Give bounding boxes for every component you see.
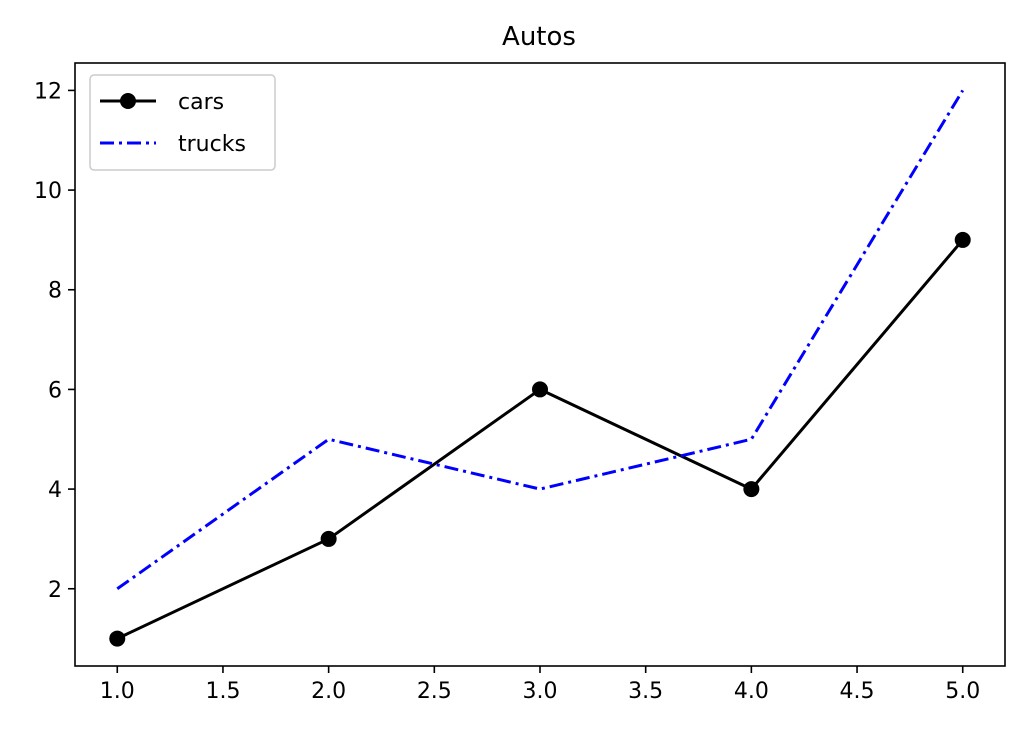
series-layer	[109, 89, 971, 647]
data-point-cars	[109, 630, 126, 647]
data-point-cars	[320, 530, 337, 547]
x-tick-label: 2.5	[417, 679, 452, 704]
x-tick-label: 3.5	[628, 679, 663, 704]
plot-frame	[74, 62, 1006, 667]
x-tick-label: 1.0	[100, 679, 135, 704]
chart-title: Autos	[502, 22, 576, 52]
data-point-cars	[743, 481, 760, 498]
legend-label-trucks: trucks	[178, 132, 246, 157]
y-tick-label: 2	[48, 578, 62, 603]
legend-label-cars: cars	[178, 90, 224, 115]
y-tick-label: 12	[34, 79, 62, 104]
x-tick-label: 3.0	[523, 679, 558, 704]
y-tick-label: 6	[48, 378, 62, 403]
series-line-trucks	[116, 89, 965, 590]
x-tick-label: 1.5	[205, 679, 240, 704]
x-tick-label: 4.0	[734, 679, 769, 704]
legend: cars trucks	[89, 74, 276, 171]
x-tick-label: 4.5	[840, 679, 875, 704]
x-tick-label: 2.0	[311, 679, 346, 704]
y-tick-label: 8	[48, 279, 62, 304]
y-tick-label: 4	[48, 478, 62, 503]
y-axis: 2 4 6 8 10 12	[34, 79, 75, 603]
legend-box	[89, 74, 276, 171]
data-point-cars	[532, 381, 548, 398]
legend-marker-cars	[120, 93, 136, 109]
y-tick-label: 10	[34, 179, 62, 204]
x-axis: 1.0 1.5 2.0 2.5 3.0 3.5 4.0 4.5 5.0	[100, 666, 980, 704]
data-point-cars	[954, 231, 971, 248]
x-tick-label: 5.0	[945, 679, 980, 704]
